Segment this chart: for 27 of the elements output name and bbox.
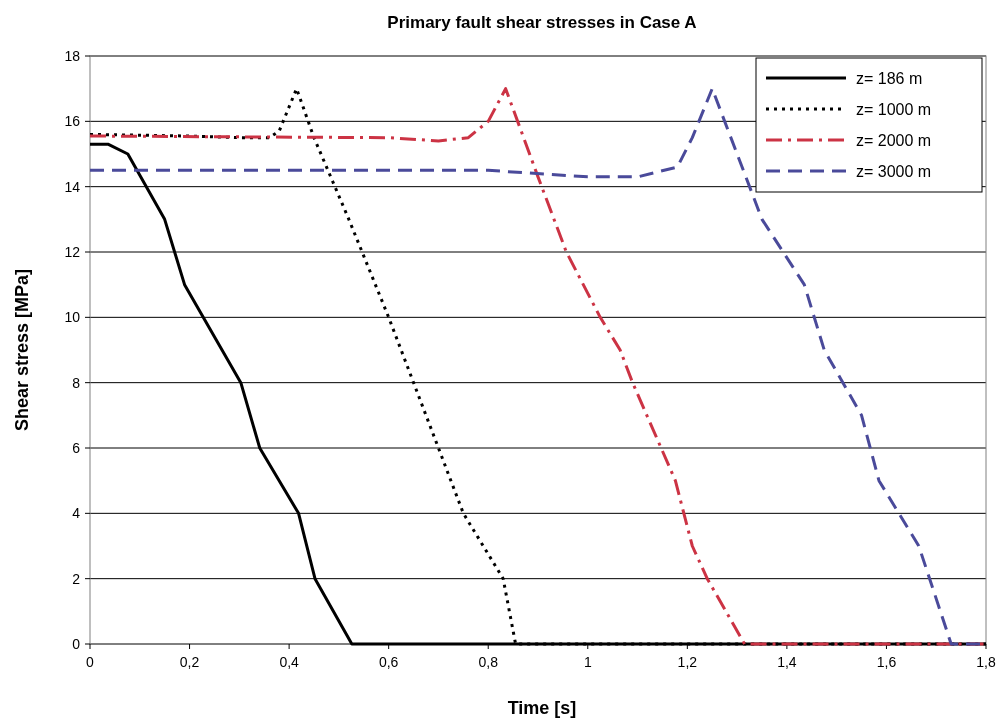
y-tick-label: 14 <box>64 178 81 195</box>
legend-label: z= 2000 m <box>856 132 932 149</box>
legend-label: z= 3000 m <box>856 163 932 180</box>
y-axis-title: Shear stress [MPa] <box>12 268 32 432</box>
x-tick-label: 0,4 <box>279 654 300 670</box>
x-tick-label: 1,4 <box>777 654 797 670</box>
legend-label: z= 1000 m <box>856 101 932 118</box>
x-tick-label: 1,6 <box>876 654 897 670</box>
x-tick-label: 0,6 <box>378 654 399 670</box>
y-tick-label: 8 <box>72 374 81 391</box>
y-tick-label: 6 <box>72 440 81 456</box>
x-tick-label: 0,2 <box>179 654 200 670</box>
y-tick-label: 4 <box>72 505 81 522</box>
y-tick-label: 18 <box>64 48 81 64</box>
x-tick-label: 0,8 <box>478 654 499 670</box>
x-tick-label: 1,8 <box>976 654 996 670</box>
x-tick-label: 1 <box>583 654 592 670</box>
y-tick-label: 2 <box>72 570 81 587</box>
legend-label: z= 186 m <box>856 70 923 87</box>
y-tick-label: 12 <box>64 244 81 260</box>
x-axis-title: Time [s] <box>507 698 577 718</box>
x-tick-label: 1,2 <box>677 654 698 670</box>
y-tick-label: 16 <box>64 113 81 130</box>
y-tick-label: 0 <box>72 636 81 652</box>
y-tick-label: 10 <box>64 309 81 326</box>
x-tick-label: 0 <box>86 654 95 670</box>
chart-title: Primary fault shear stresses in Case A <box>387 13 697 32</box>
